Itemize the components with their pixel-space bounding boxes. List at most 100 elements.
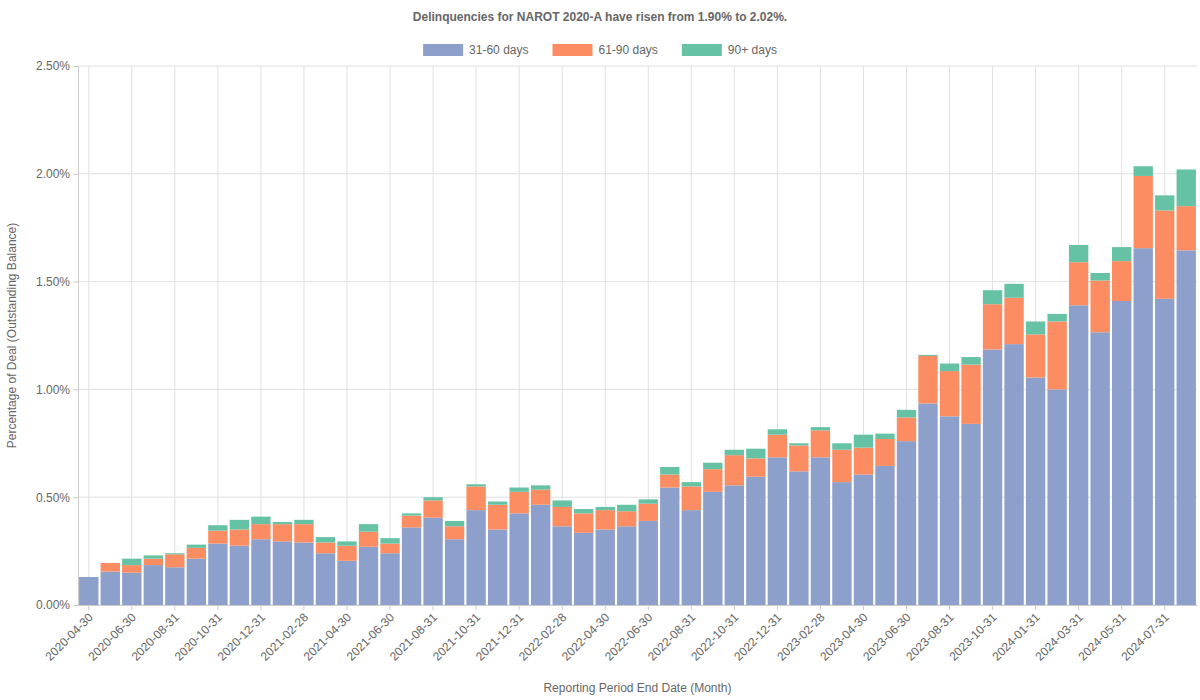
title: Delinquencies for NAROT 2020-A have rise… xyxy=(413,10,787,24)
bar xyxy=(1026,334,1045,377)
bar xyxy=(445,539,464,605)
bar xyxy=(466,486,485,510)
tick: 0.00% xyxy=(36,598,78,612)
bar xyxy=(402,527,421,605)
bar xyxy=(144,565,163,605)
tick-mark xyxy=(73,497,78,498)
tick-mark xyxy=(519,605,520,610)
tick-label: 1.00% xyxy=(36,383,70,397)
legend-label: 61-90 days xyxy=(598,43,657,57)
bar xyxy=(768,435,787,458)
bar xyxy=(1047,389,1066,605)
bar xyxy=(768,457,787,605)
tick-mark xyxy=(390,605,391,610)
tick-mark xyxy=(88,605,89,610)
bar xyxy=(596,530,615,605)
bar xyxy=(359,524,378,532)
tick-mark xyxy=(303,605,304,610)
tick-mark xyxy=(73,174,78,175)
tick-mark xyxy=(562,605,563,610)
bar xyxy=(875,434,894,439)
bar xyxy=(402,516,421,528)
bar xyxy=(1026,321,1045,334)
tick-label: 1.50% xyxy=(36,275,70,289)
legend: 31-60 days61-90 days90+ days xyxy=(423,43,777,57)
bar xyxy=(230,530,249,546)
bar xyxy=(1134,166,1153,176)
bar xyxy=(1112,247,1131,261)
bar xyxy=(1090,281,1109,333)
bar xyxy=(1177,206,1196,250)
y-axis-title: Percentage of Deal (Outstanding Balance) xyxy=(5,223,19,448)
grid-line xyxy=(346,66,347,605)
legend-label: 90+ days xyxy=(728,43,777,57)
bar xyxy=(746,458,765,476)
tick-mark xyxy=(820,605,821,610)
bar xyxy=(1134,176,1153,248)
bar xyxy=(789,445,808,471)
bar xyxy=(208,531,227,544)
bar xyxy=(273,524,292,541)
legend-item: 61-90 days xyxy=(552,43,657,57)
bar xyxy=(875,439,894,466)
grid-line xyxy=(78,281,1197,282)
bar xyxy=(617,511,636,526)
tick-label: 0.00% xyxy=(36,598,70,612)
series-bars xyxy=(101,176,1196,573)
bar xyxy=(294,542,313,605)
bar xyxy=(101,572,120,605)
bar xyxy=(789,443,808,445)
bar xyxy=(983,350,1002,605)
tick-mark xyxy=(73,389,78,390)
legend-swatch xyxy=(682,44,722,56)
axis-line xyxy=(79,605,1198,606)
tick-mark xyxy=(691,605,692,610)
bar xyxy=(1069,305,1088,605)
bar xyxy=(1177,169,1196,206)
tick: 2.50% xyxy=(36,59,78,73)
bar xyxy=(660,467,679,475)
bar xyxy=(552,526,571,605)
bar xyxy=(531,485,550,489)
bar xyxy=(811,457,830,605)
bar xyxy=(251,524,270,539)
bar xyxy=(832,482,851,605)
bar xyxy=(639,521,658,605)
chart: 0.00%0.50%1.00%1.50%2.00%2.50%2020-04-30… xyxy=(0,0,1200,700)
tick-label: 0.50% xyxy=(36,491,70,505)
bar xyxy=(187,548,206,559)
bar xyxy=(1047,314,1066,322)
legend-swatch xyxy=(552,44,592,56)
grid-line xyxy=(78,66,1197,67)
legend-item: 90+ days xyxy=(682,43,777,57)
bar xyxy=(273,522,292,524)
bar xyxy=(983,304,1002,349)
bar xyxy=(725,455,744,485)
bar xyxy=(703,469,722,492)
bar xyxy=(423,500,442,517)
tick: 1.50% xyxy=(36,275,78,289)
tick-mark xyxy=(260,605,261,610)
bar xyxy=(165,553,184,554)
tick-mark xyxy=(1164,605,1165,610)
bar xyxy=(165,567,184,605)
grid-line xyxy=(88,66,89,605)
bar xyxy=(854,475,873,605)
tick-mark xyxy=(648,605,649,610)
bar xyxy=(531,505,550,605)
bar xyxy=(122,565,141,573)
bar xyxy=(682,510,701,605)
bar xyxy=(316,537,335,542)
bar xyxy=(251,539,270,605)
bar xyxy=(466,484,485,486)
bar xyxy=(509,492,528,514)
bar xyxy=(1112,301,1131,605)
bar xyxy=(1090,273,1109,281)
bar xyxy=(294,520,313,524)
bar xyxy=(983,290,1002,304)
bar xyxy=(574,509,593,513)
bar xyxy=(101,562,120,563)
bar xyxy=(187,545,206,548)
bar xyxy=(875,466,894,605)
bar xyxy=(208,525,227,530)
